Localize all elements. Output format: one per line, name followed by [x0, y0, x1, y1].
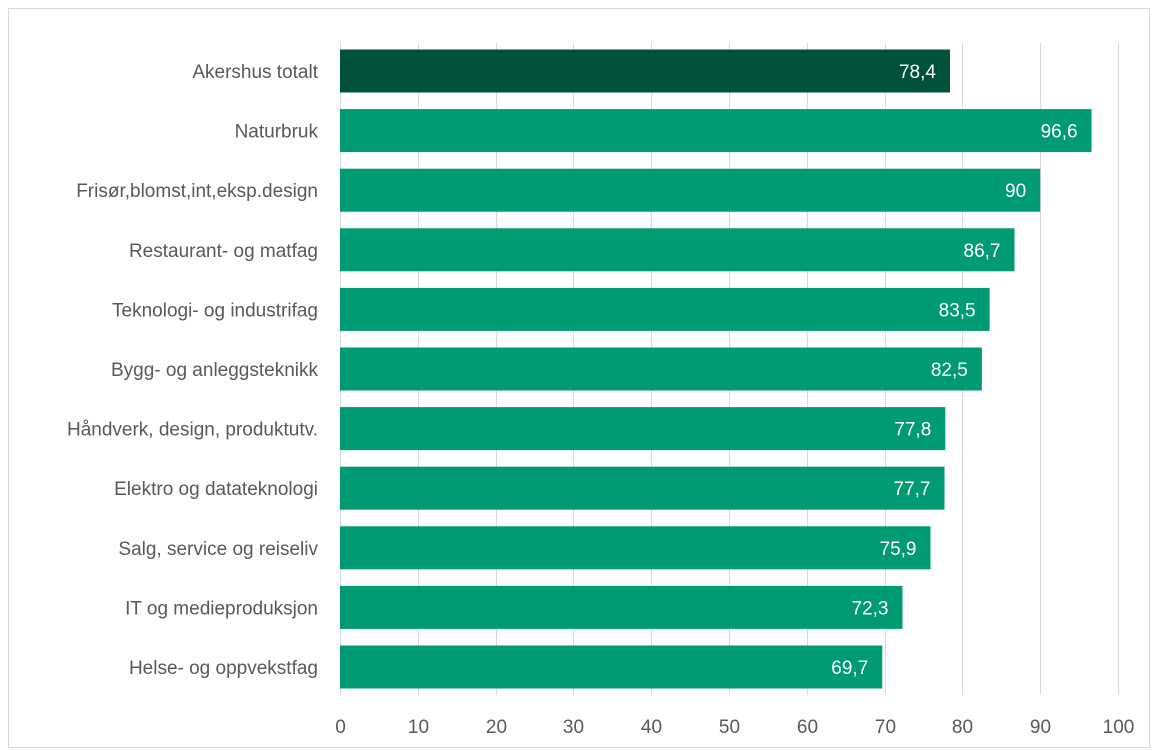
category-label: IT og medieproduksjon — [125, 598, 318, 619]
data-label: 96,6 — [1041, 122, 1078, 143]
data-label: 78,4 — [899, 62, 936, 83]
data-label: 75,9 — [880, 539, 917, 560]
bar — [340, 228, 1015, 272]
category-label: Restaurant- og matfag — [129, 241, 318, 262]
bar — [340, 585, 903, 629]
bar — [340, 287, 990, 331]
x-tick-label: 30 — [563, 717, 584, 738]
data-label: 77,7 — [894, 479, 931, 500]
category-label: Håndverk, design, produktutv. — [67, 420, 318, 441]
x-tick-label: 50 — [719, 717, 740, 738]
x-tick-label: 10 — [408, 717, 429, 738]
bar — [340, 407, 946, 451]
bar — [340, 645, 883, 689]
category-label: Naturbruk — [235, 122, 319, 143]
category-label: Teknologi- og industrifag — [112, 300, 318, 321]
data-label: 69,7 — [831, 658, 868, 679]
x-tick-label: 0 — [335, 717, 346, 738]
category-label: Salg, service og reiseliv — [118, 539, 318, 560]
category-label: Frisør,blomst,int,eksp.design — [76, 181, 318, 202]
bar — [340, 168, 1041, 212]
x-tick-label: 90 — [1030, 717, 1051, 738]
category-label: Elektro og datateknologi — [114, 479, 318, 500]
category-label: Akershus totalt — [192, 62, 318, 83]
bar — [340, 466, 945, 510]
category-label: Helse- og oppvekstfag — [129, 658, 318, 679]
x-tick-label: 70 — [875, 717, 896, 738]
category-label: Bygg- og anleggsteknikk — [111, 360, 319, 381]
x-tick-label: 20 — [486, 717, 507, 738]
data-label: 90 — [1005, 181, 1026, 202]
data-label: 86,7 — [964, 241, 1001, 262]
bar — [340, 49, 950, 93]
bar — [340, 526, 931, 570]
data-label: 82,5 — [931, 360, 968, 381]
x-tick-label: 100 — [1103, 717, 1135, 738]
bar — [340, 347, 982, 391]
data-label: 72,3 — [852, 598, 889, 619]
bar — [340, 109, 1092, 153]
data-label: 83,5 — [939, 300, 976, 321]
data-label: 77,8 — [894, 420, 931, 441]
x-tick-label: 60 — [797, 717, 818, 738]
x-tick-label: 40 — [641, 717, 662, 738]
x-tick-label: 80 — [952, 717, 973, 738]
